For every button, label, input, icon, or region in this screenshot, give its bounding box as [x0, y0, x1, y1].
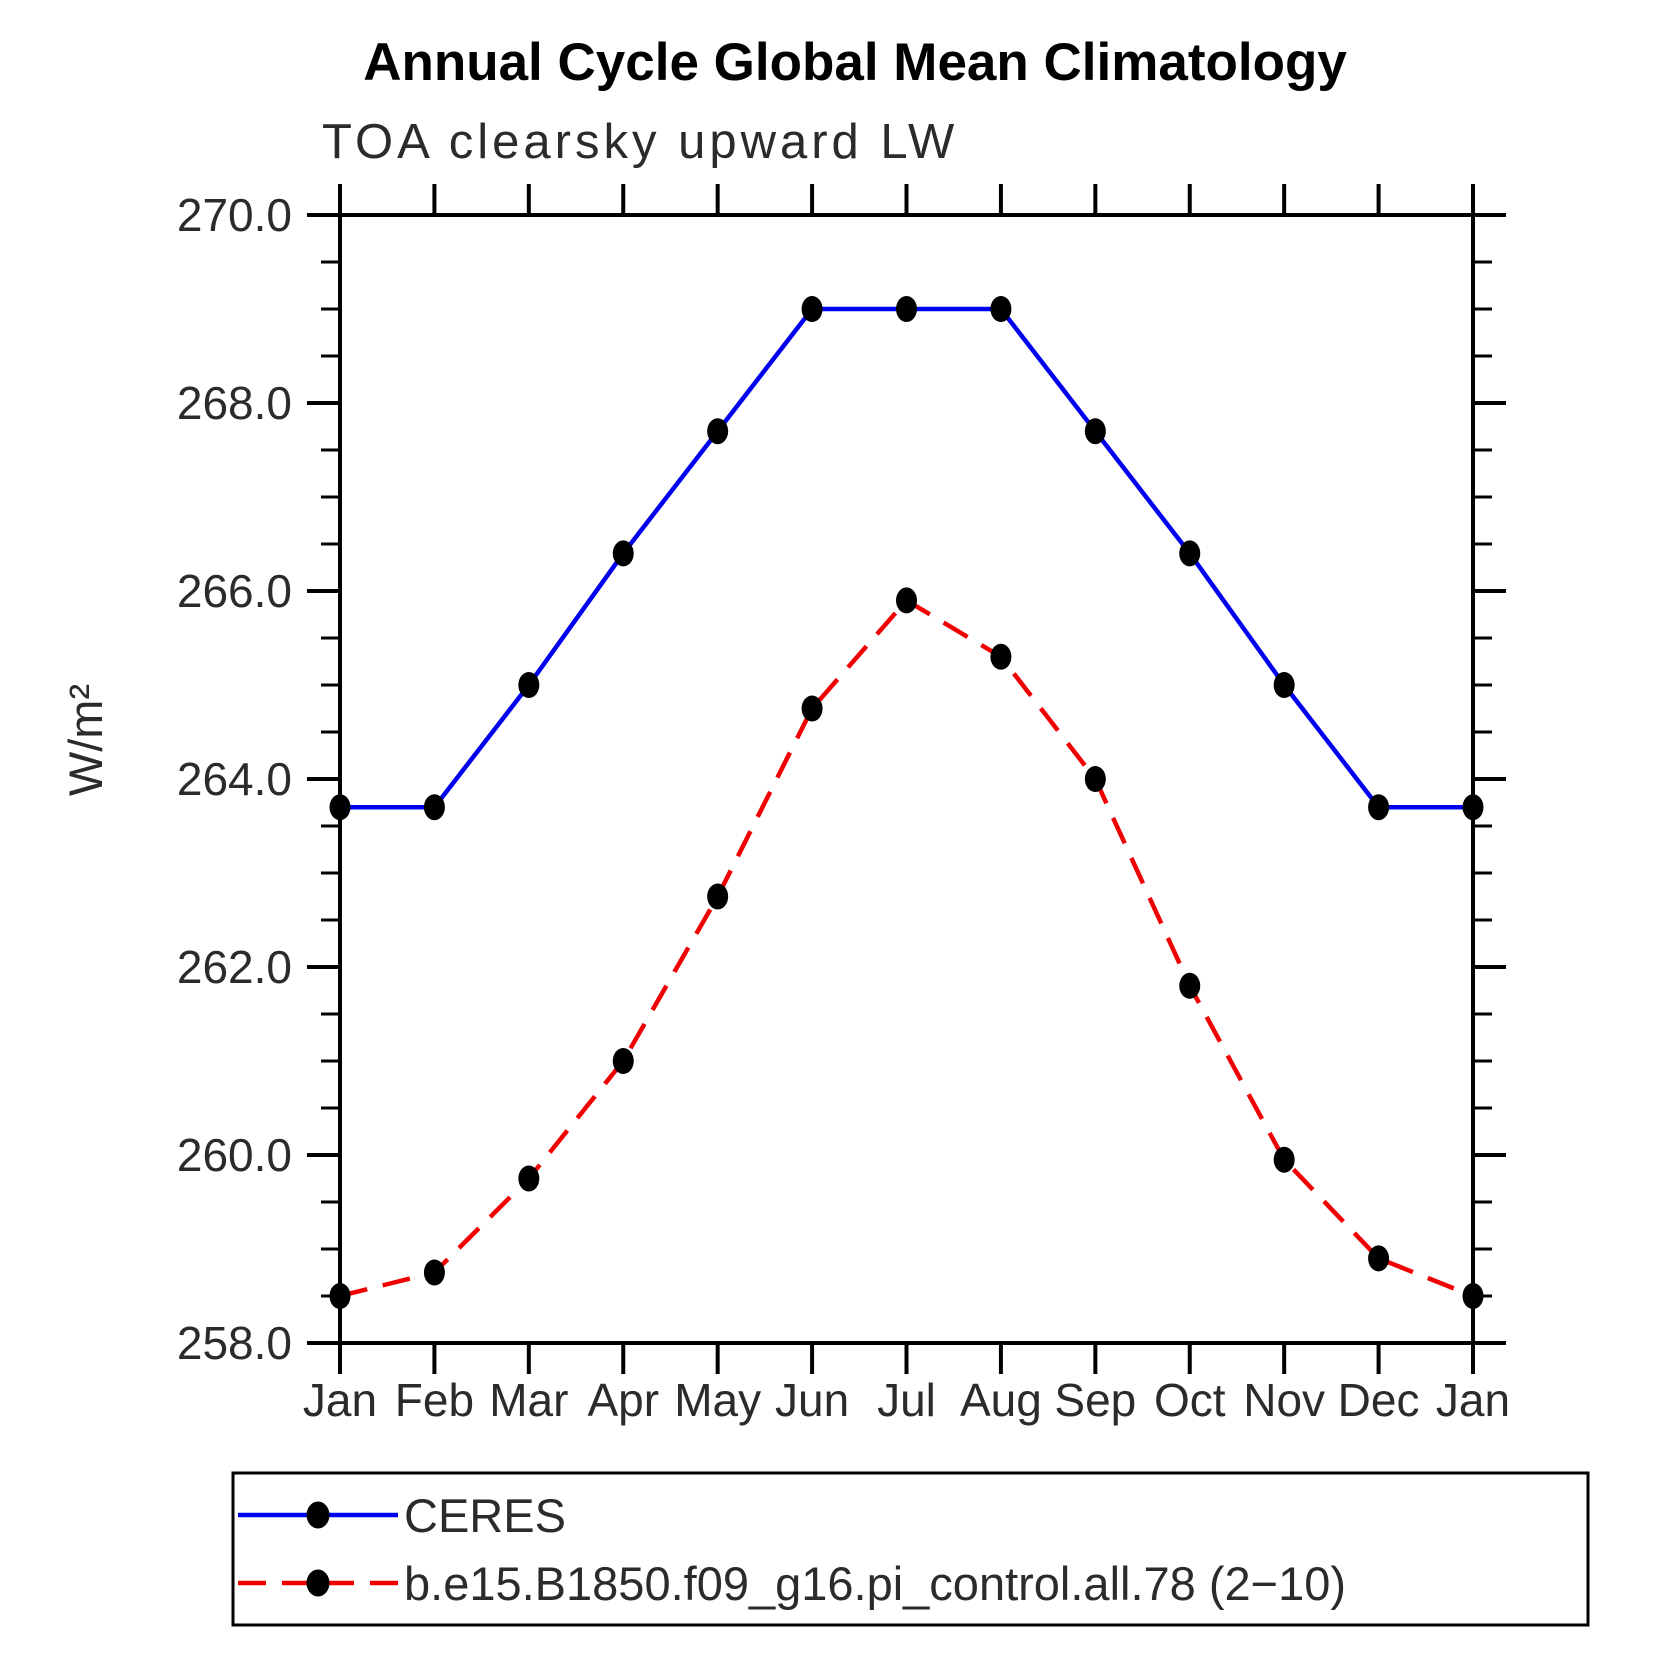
- data-point-series-0: [1273, 672, 1295, 698]
- data-point-series-0: [1179, 540, 1201, 567]
- x-tick-label: Mar: [489, 1374, 568, 1426]
- data-point-series-0: [896, 296, 917, 322]
- data-point-series-1: [1368, 1245, 1390, 1272]
- data-point-series-0: [1368, 794, 1390, 821]
- plot-axes: [307, 184, 1506, 1374]
- series-markers: [329, 296, 1484, 1309]
- data-point-series-0: [1084, 418, 1106, 445]
- x-tick-label: Jun: [775, 1374, 849, 1426]
- data-point-series-1: [1084, 766, 1106, 792]
- chart-subtitle: TOA clearsky upward LW: [322, 115, 958, 169]
- data-point-series-1: [1462, 1283, 1484, 1309]
- data-point-series-1: [1273, 1146, 1295, 1173]
- data-point-series-1: [896, 587, 917, 614]
- y-tick-label: 270.0: [177, 189, 292, 241]
- x-tick-label: Nov: [1243, 1374, 1325, 1426]
- chart-title: Annual Cycle Global Mean Climatology: [363, 33, 1347, 92]
- data-point-series-0: [612, 540, 634, 567]
- y-axis-label: W/m²: [59, 684, 112, 796]
- x-tick-label: Aug: [960, 1374, 1042, 1426]
- data-point-series-1: [707, 883, 729, 910]
- x-tick-label: Sep: [1054, 1374, 1136, 1426]
- y-tick-label: 266.0: [177, 565, 292, 617]
- y-tick-label: 264.0: [177, 753, 292, 805]
- x-tick-label: Feb: [395, 1374, 474, 1426]
- legend-marker-model: [306, 1569, 330, 1597]
- data-point-series-1: [329, 1283, 351, 1309]
- x-tick-label: Oct: [1154, 1374, 1226, 1426]
- x-tick-label: May: [674, 1374, 761, 1426]
- x-tick-label: Dec: [1338, 1374, 1420, 1426]
- x-tick-label: Jan: [303, 1374, 377, 1426]
- y-tick-label: 268.0: [177, 377, 292, 429]
- data-point-series-0: [518, 672, 540, 698]
- x-tick-label: Apr: [587, 1374, 659, 1426]
- legend: CERES b.e15.B1850.f09_g16.pi_control.all…: [231, 1471, 1590, 1627]
- x-tick-label: Jul: [877, 1374, 936, 1426]
- y-tick-label: 262.0: [177, 941, 292, 993]
- data-point-series-0: [801, 296, 823, 322]
- data-point-series-0: [329, 794, 351, 821]
- y-tick-label: 260.0: [177, 1129, 292, 1181]
- legend-label-ceres: CERES: [404, 1489, 566, 1542]
- data-point-series-0: [423, 794, 445, 821]
- data-point-series-1: [1179, 972, 1201, 999]
- legend-box: [231, 1471, 1590, 1627]
- data-point-series-0: [707, 418, 729, 445]
- data-point-series-0: [990, 296, 1012, 322]
- data-point-series-0: [1462, 794, 1484, 821]
- data-point-series-1: [423, 1259, 445, 1286]
- legend-marker-ceres: [306, 1501, 330, 1529]
- series-lines: [339, 306, 1474, 1299]
- plot-frame: [338, 213, 1475, 1345]
- data-point-series-1: [801, 695, 823, 722]
- data-point-series-1: [612, 1048, 634, 1074]
- series-line-0: [340, 306, 1473, 810]
- x-tick-labels: Jan Feb Mar Apr May Jun Jul Aug Sep Oct Nov Dec Jan: [303, 1374, 1510, 1426]
- y-tick-labels: 258.0 260.0 262.0 264.0 266.0 268.0 270.0: [177, 189, 292, 1369]
- series-line-1: [339, 597, 1474, 1299]
- x-tick-label: Jan: [1436, 1374, 1510, 1426]
- y-tick-label: 258.0: [177, 1317, 292, 1369]
- data-point-series-1: [518, 1165, 540, 1192]
- legend-label-model: b.e15.B1850.f09_g16.pi_control.all.78 (2…: [404, 1557, 1346, 1610]
- data-point-series-1: [990, 643, 1012, 670]
